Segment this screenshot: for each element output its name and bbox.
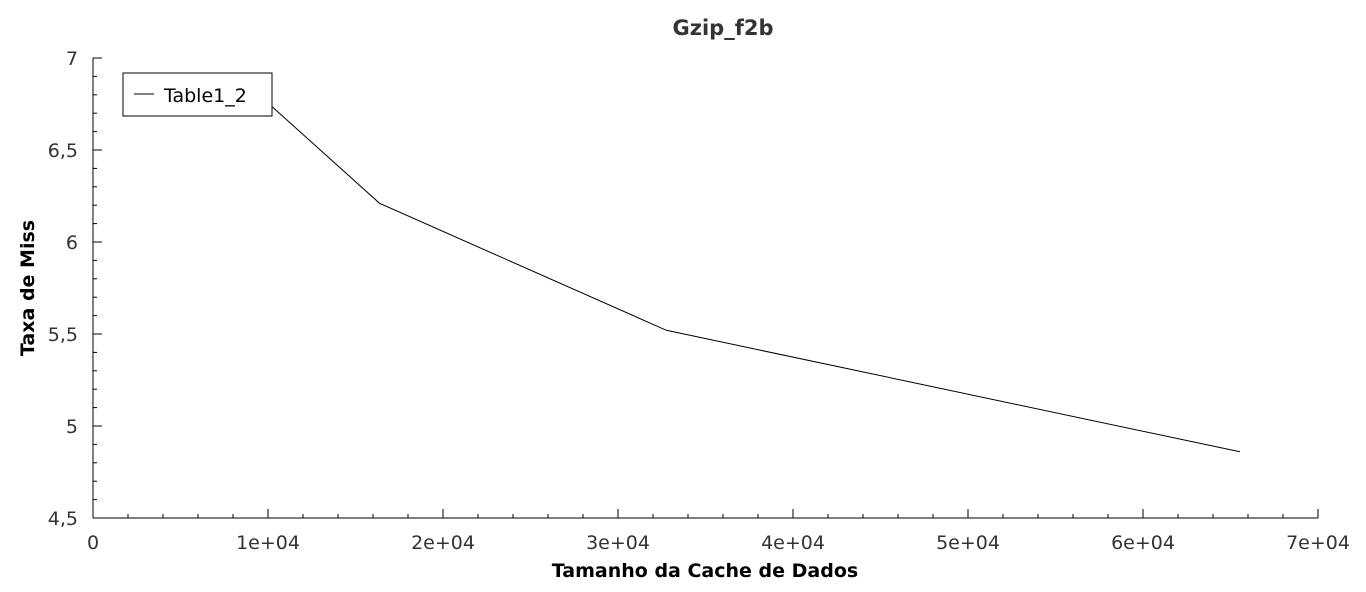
- y-tick-label: 5,5: [48, 324, 78, 346]
- x-tick-label: 5e+04: [936, 532, 1000, 554]
- y-ticks: 4,5 5 5,5 6 6,5 7: [48, 48, 102, 530]
- x-tick-label: 6e+04: [1111, 532, 1175, 554]
- x-tick-label: 4e+04: [761, 532, 825, 554]
- legend: Table1_2: [122, 72, 273, 117]
- y-tick-label: 4,5: [48, 508, 78, 530]
- y-axis-label: Taxa de Miss: [17, 220, 39, 356]
- y-tick-label: 7: [66, 48, 78, 70]
- x-tick-label: 1e+04: [236, 532, 300, 554]
- y-tick-label: 5: [66, 416, 78, 438]
- series-group: [236, 74, 1241, 453]
- chart-title: Gzip_f2b: [673, 16, 774, 40]
- y-tick-label: 6,5: [48, 140, 78, 162]
- x-tick-label: 3e+04: [586, 532, 650, 554]
- x-tick-label: 2e+04: [411, 532, 475, 554]
- series-line: [236, 74, 1241, 453]
- legend-label: Table1_2: [163, 85, 247, 107]
- y-tick-label: 6: [66, 232, 78, 254]
- x-tick-label: 7e+04: [1286, 532, 1350, 554]
- x-axis-label: Tamanho da Cache de Dados: [552, 560, 858, 582]
- x-ticks: 0 1e+04 2e+04 3e+04 4e+04 5e+04 6e+04 7e+04: [87, 509, 1350, 554]
- plot-area: 0 1e+04 2e+04 3e+04 4e+04 5e+04 6e+04 7e+04 4,5…: [48, 48, 1350, 554]
- x-tick-label: 0: [87, 532, 99, 554]
